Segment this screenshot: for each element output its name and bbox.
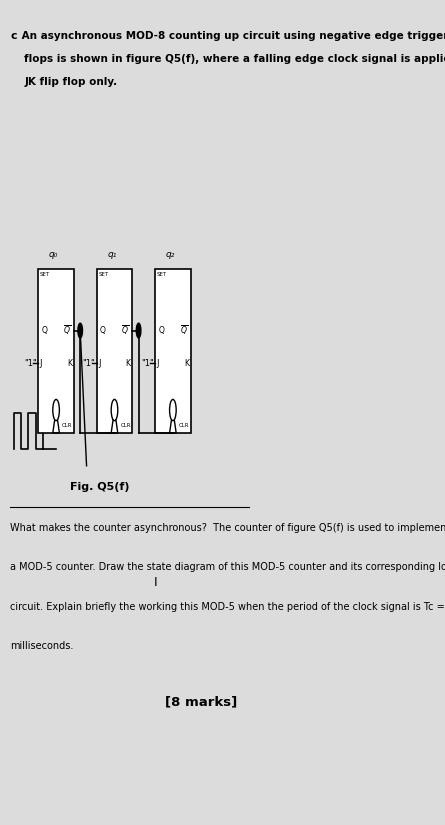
Text: Q: Q	[41, 326, 47, 335]
Text: An asynchronous MOD-8 counting up circuit using negative edge triggered JK flip: An asynchronous MOD-8 counting up circui…	[18, 31, 445, 41]
Bar	[155, 269, 190, 433]
Text: K: K	[126, 359, 131, 368]
Text: I: I	[153, 577, 157, 589]
Text: Q: Q	[100, 326, 105, 335]
Text: What makes the counter asynchronous?  The counter of figure Q5(f) is used to imp: What makes the counter asynchronous? The…	[10, 523, 445, 533]
Text: SET: SET	[40, 272, 50, 277]
Text: SET: SET	[157, 272, 167, 277]
Text: "1": "1"	[83, 359, 96, 368]
Text: a MOD-5 counter. Draw the state diagram of this MOD-5 counter and its correspond: a MOD-5 counter. Draw the state diagram …	[10, 563, 445, 573]
Bar	[97, 269, 132, 433]
Text: Fig. Q5(f): Fig. Q5(f)	[69, 482, 129, 493]
Text: JK flip flop only.: JK flip flop only.	[24, 77, 117, 87]
Text: [8 marks]: [8 marks]	[165, 695, 237, 708]
Text: q₁: q₁	[107, 250, 117, 259]
Text: CLR: CLR	[62, 423, 73, 428]
Text: J: J	[157, 359, 159, 368]
Text: J: J	[98, 359, 101, 368]
Text: J: J	[40, 359, 42, 368]
Text: CLR: CLR	[179, 423, 190, 428]
Text: $\overline{Q}$: $\overline{Q}$	[180, 324, 188, 337]
Text: circuit. Explain briefly the working this MOD-5 when the period of the clock sig: circuit. Explain briefly the working thi…	[10, 601, 445, 612]
Text: "1": "1"	[24, 359, 37, 368]
Circle shape	[136, 323, 141, 338]
Text: CLR: CLR	[121, 423, 131, 428]
Text: $\overline{Q}$: $\overline{Q}$	[121, 324, 129, 337]
Text: milliseconds.: milliseconds.	[10, 641, 74, 651]
Text: SET: SET	[98, 272, 109, 277]
Text: "1": "1"	[141, 359, 154, 368]
Circle shape	[53, 399, 59, 421]
Text: q₀: q₀	[49, 250, 58, 259]
Circle shape	[78, 323, 82, 338]
Text: K: K	[67, 359, 73, 368]
Circle shape	[111, 399, 118, 421]
Text: K: K	[184, 359, 189, 368]
Text: $\overline{Q}$: $\overline{Q}$	[63, 324, 71, 337]
Text: Q: Q	[158, 326, 164, 335]
Text: c: c	[10, 31, 17, 41]
Circle shape	[170, 399, 176, 421]
Text: q₂: q₂	[166, 250, 175, 259]
Text: flops is shown in figure Q5(f), where a falling edge clock signal is applied to : flops is shown in figure Q5(f), where a …	[24, 54, 445, 64]
Bar	[38, 269, 74, 433]
